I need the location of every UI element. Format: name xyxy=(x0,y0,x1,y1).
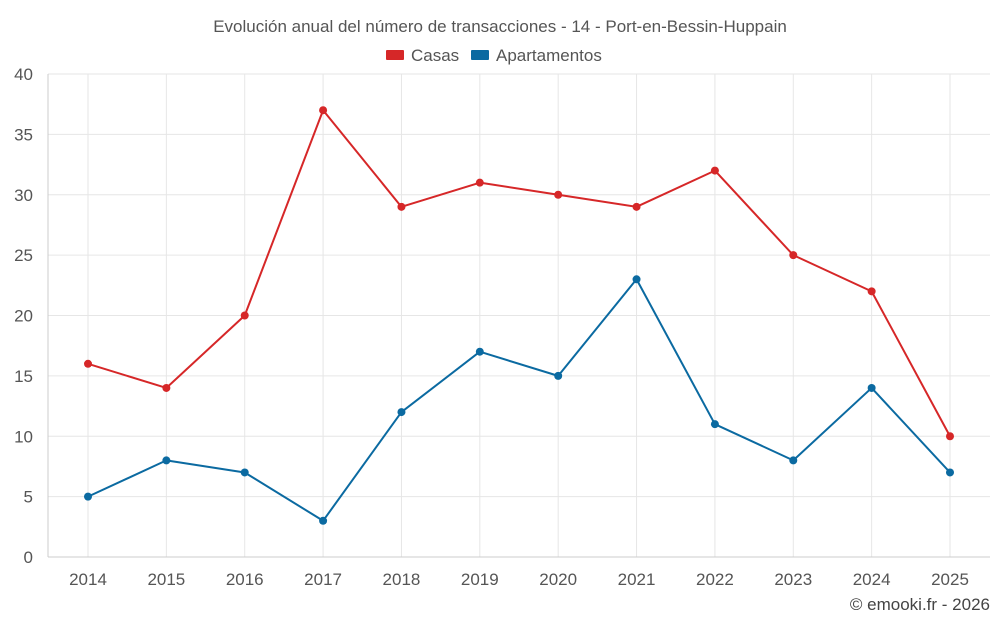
chart-title: Evolución anual del número de transaccio… xyxy=(213,17,787,36)
data-point-apartamentos[interactable] xyxy=(946,468,954,477)
x-tick-label: 2015 xyxy=(147,570,185,589)
data-point-apartamentos[interactable] xyxy=(475,347,484,356)
y-tick-label: 5 xyxy=(24,488,33,507)
x-tick-label: 2017 xyxy=(304,570,342,589)
y-tick-label: 25 xyxy=(14,246,33,265)
data-point-casas[interactable] xyxy=(475,178,484,187)
y-tick-label: 40 xyxy=(14,65,33,84)
data-point-apartamentos[interactable] xyxy=(240,468,249,477)
x-tick-label: 2019 xyxy=(461,570,499,589)
legend-swatch-apartamentos xyxy=(471,50,489,60)
y-tick-label: 0 xyxy=(24,548,33,567)
legend-swatch-casas xyxy=(386,50,404,60)
legend-label-casas: Casas xyxy=(411,46,459,65)
data-point-apartamentos[interactable] xyxy=(789,456,798,465)
y-axis: 0 5 10 15 20 25 30 35 40 xyxy=(14,65,33,567)
y-tick-label: 15 xyxy=(14,367,33,386)
x-tick-label: 2021 xyxy=(618,570,656,589)
series-layer xyxy=(84,106,954,525)
data-point-apartamentos[interactable] xyxy=(632,275,641,284)
y-tick-label: 20 xyxy=(14,307,33,326)
data-point-casas[interactable] xyxy=(867,287,876,296)
data-point-apartamentos[interactable] xyxy=(554,371,563,380)
series-line-apartamentos xyxy=(87,278,951,522)
data-point-apartamentos[interactable] xyxy=(710,420,719,429)
x-axis: 2014 2015 2016 2017 2018 2019 2020 2021 2022 2023… xyxy=(69,570,969,589)
x-tick-label: 2022 xyxy=(696,570,734,589)
legend-label-apartamentos: Apartamentos xyxy=(496,46,602,65)
data-point-apartamentos[interactable] xyxy=(867,383,876,392)
data-point-casas[interactable] xyxy=(397,202,406,211)
x-tick-label: 2018 xyxy=(383,570,421,589)
data-point-casas[interactable] xyxy=(319,106,328,115)
y-tick-label: 30 xyxy=(14,186,33,205)
data-point-casas[interactable] xyxy=(240,311,249,320)
data-point-apartamentos[interactable] xyxy=(162,456,171,465)
data-point-casas[interactable] xyxy=(632,202,641,211)
x-tick-label: 2014 xyxy=(69,570,107,589)
series-line-casas xyxy=(87,109,951,437)
data-point-casas[interactable] xyxy=(84,359,92,368)
x-tick-label: 2023 xyxy=(774,570,812,589)
data-point-casas[interactable] xyxy=(162,383,171,392)
legend: Casas Apartamentos xyxy=(386,46,602,65)
x-tick-label: 2016 xyxy=(226,570,264,589)
x-tick-label: 2024 xyxy=(853,570,891,589)
data-point-casas[interactable] xyxy=(946,432,954,441)
series-casas xyxy=(84,106,954,441)
data-point-casas[interactable] xyxy=(554,190,563,199)
data-point-apartamentos[interactable] xyxy=(397,408,406,417)
data-point-apartamentos[interactable] xyxy=(319,516,328,525)
credit-text: © emooki.fr - 2026 xyxy=(850,595,990,614)
y-tick-label: 35 xyxy=(14,125,33,144)
legend-item-apartamentos[interactable]: Apartamentos xyxy=(471,46,602,65)
grid xyxy=(47,73,990,558)
legend-item-casas[interactable]: Casas xyxy=(386,46,459,65)
y-tick-label: 10 xyxy=(14,427,33,446)
series-apartamentos xyxy=(84,275,954,525)
data-point-casas[interactable] xyxy=(710,166,719,175)
x-tick-label: 2020 xyxy=(539,570,577,589)
data-point-apartamentos[interactable] xyxy=(84,492,92,501)
x-tick-label: 2025 xyxy=(931,570,969,589)
data-point-casas[interactable] xyxy=(789,251,798,260)
